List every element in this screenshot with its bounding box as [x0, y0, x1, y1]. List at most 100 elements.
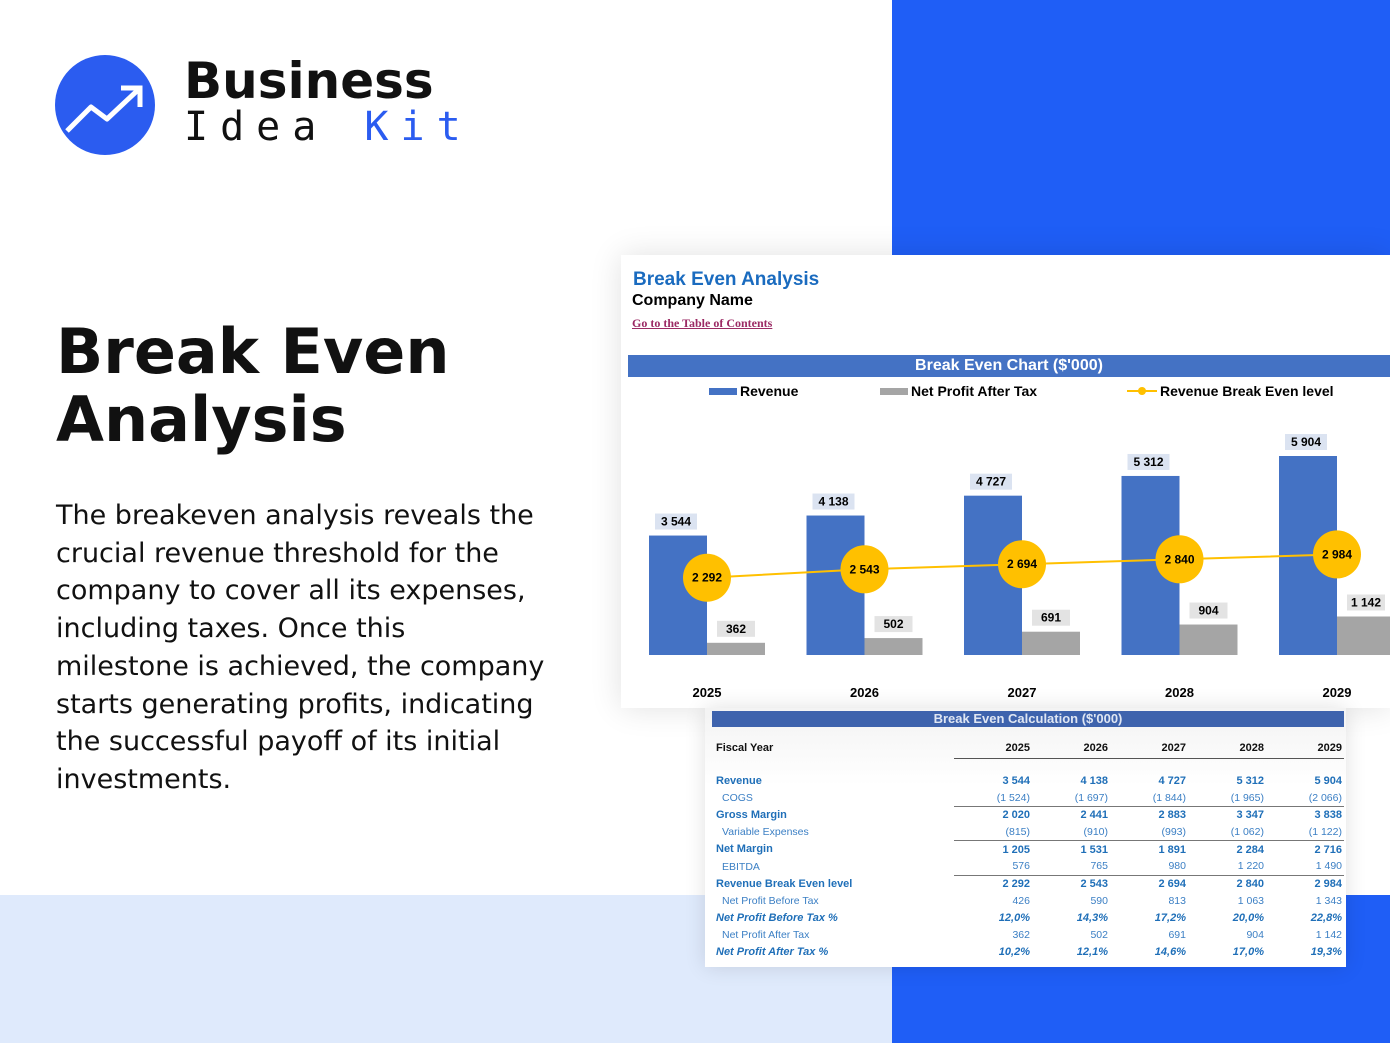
row-value: (1 965)	[1230, 791, 1264, 804]
break-even-marker	[1155, 535, 1204, 584]
row-value: 14,3%	[1076, 912, 1108, 925]
calculation-table-card: Break Even Calculation ($'000) Fiscal Ye…	[705, 708, 1346, 967]
row-value: 1 142	[1315, 929, 1342, 942]
row-value: 2 716	[1266, 840, 1344, 858]
table-title: Break Even Calculation ($'000)	[712, 711, 1344, 727]
row-value: 362	[1012, 929, 1030, 942]
profit-label-bg	[874, 616, 913, 633]
row-value: 1 891	[1110, 840, 1188, 858]
row-value: (2 066)	[1308, 791, 1342, 804]
row-value: 426	[1012, 894, 1030, 907]
net-profit-bar	[864, 638, 923, 655]
row-value: 1 205	[954, 840, 1032, 858]
header-cell: 2028	[1188, 738, 1266, 759]
row-value: 2 020	[954, 805, 1032, 824]
profit-label-bg	[1189, 602, 1228, 619]
logo-trend-icon	[55, 55, 155, 155]
table-row: Net Profit After Tax 362 502 691 904 1 142	[714, 927, 1344, 944]
hero-title: Break Even Analysis	[56, 315, 450, 456]
net-profit-bar	[1179, 624, 1238, 655]
blue-block-top	[892, 0, 1390, 255]
table-row: COGS (1 524) (1 697) (1 844) (1 965) (2 066)	[714, 789, 1344, 806]
chart-card: 3 544 362 2025 4 138 502 2026 4 727 691 2027 5 31…	[621, 255, 1390, 708]
row-label: Net Profit After Tax	[722, 929, 810, 942]
net-profit-data-label: 691	[1041, 611, 1061, 625]
row-value: (815)	[1005, 825, 1030, 838]
row-value: (1 697)	[1074, 791, 1108, 804]
row-value: 2 883	[1110, 805, 1188, 824]
profit-label-bg	[1032, 609, 1070, 626]
row-value: 4 727	[1158, 774, 1186, 787]
row-label: Revenue	[716, 774, 762, 787]
revenue-label-bg	[655, 513, 697, 530]
row-value: 1 490	[1315, 860, 1342, 873]
table-header: Fiscal Year 2025 2026 2027 2028 2029	[714, 738, 1344, 759]
calculation-table: Fiscal Year 2025 2026 2027 2028 2029 Revenue 3 …	[714, 738, 1344, 961]
row-value: 590	[1090, 894, 1108, 907]
row-label: EBITDA	[722, 860, 760, 873]
row-value: 5 904	[1314, 774, 1342, 787]
revenue-label-bg	[1127, 453, 1170, 470]
table-row: Net Profit Before Tax 426 590 813 1 063 1 343	[714, 892, 1344, 909]
row-value: (1 062)	[1230, 825, 1264, 838]
net-profit-bar	[707, 642, 765, 655]
break-even-marker	[683, 553, 731, 602]
revenue-label-bg	[970, 473, 1012, 490]
row-value: 3 347	[1188, 805, 1266, 824]
header-cell: 2026	[1032, 738, 1110, 759]
company-name: Company Name	[632, 292, 753, 309]
break-even-data-label: 2 984	[1322, 547, 1352, 561]
table-row: Net Margin 1 205 1 531 1 891 2 284 2 716	[714, 840, 1344, 858]
row-value: (1 524)	[996, 791, 1030, 804]
row-value: 2 543	[1032, 874, 1110, 893]
legend-break-even: Revenue Break Even level	[1127, 383, 1334, 399]
row-value: 813	[1168, 894, 1186, 907]
row-value: 2 284	[1188, 840, 1266, 858]
toc-link[interactable]: Go to the Table of Contents	[632, 316, 773, 330]
row-value: 12,0%	[998, 912, 1030, 925]
row-value: 17,0%	[1232, 946, 1264, 959]
profit-label-bg	[1347, 594, 1385, 611]
break-even-marker	[1313, 530, 1361, 579]
row-value: 22,8%	[1310, 912, 1342, 925]
row-value: 576	[1012, 860, 1030, 873]
revenue-label-bg	[1285, 434, 1327, 450]
row-value: 10,2%	[998, 946, 1030, 959]
table-row: Net Profit Before Tax % 12,0% 14,3% 17,2% 20…	[714, 910, 1344, 927]
row-value: 1 343	[1315, 894, 1342, 907]
x-tick-label: 2028	[1165, 685, 1194, 700]
revenue-data-label: 4 138	[818, 495, 848, 509]
row-value: 12,1%	[1076, 946, 1108, 959]
profit-label-bg	[717, 620, 755, 637]
net-profit-bar	[1022, 631, 1080, 655]
hero-description: The breakeven analysis reveals the cruci…	[56, 500, 545, 795]
row-value: (993)	[1161, 825, 1186, 838]
row-value: 2 694	[1110, 874, 1188, 893]
brand-name: Business	[184, 52, 434, 110]
brand-idea: Idea	[184, 104, 329, 150]
chart-title: Break Even Chart ($'000)	[628, 355, 1390, 377]
break-even-data-label: 2 543	[849, 562, 879, 576]
legend-net-profit: Net Profit After Tax	[880, 383, 1037, 399]
sheet-title: Break Even Analysis	[633, 269, 820, 290]
row-label: COGS	[722, 791, 753, 804]
legend-label: Net Profit After Tax	[911, 383, 1038, 399]
row-value: 2 441	[1032, 805, 1110, 824]
row-label: Variable Expenses	[722, 826, 809, 839]
break-even-data-label: 2 840	[1164, 552, 1194, 566]
row-value: 502	[1090, 929, 1108, 942]
table-row: Net Profit After Tax % 10,2% 12,1% 14,6% 17,…	[714, 944, 1344, 961]
revenue-data-label: 4 727	[976, 475, 1006, 489]
net-profit-data-label: 502	[883, 617, 903, 631]
row-value: 20,0%	[1232, 912, 1264, 925]
row-label: Net Margin	[716, 843, 773, 856]
table-row: EBITDA 576 765 980 1 220 1 490	[714, 858, 1344, 875]
row-value: (1 844)	[1152, 791, 1186, 804]
x-tick-label: 2029	[1323, 685, 1352, 700]
row-value: 904	[1246, 929, 1264, 942]
table-row: Variable Expenses (815) (910) (993) (1 062) (…	[714, 824, 1344, 841]
x-tick-label: 2027	[1008, 685, 1037, 700]
revenue-data-label: 3 544	[661, 515, 691, 529]
x-tick-label: 2026	[850, 685, 879, 700]
header-cell: 2029	[1266, 738, 1344, 759]
